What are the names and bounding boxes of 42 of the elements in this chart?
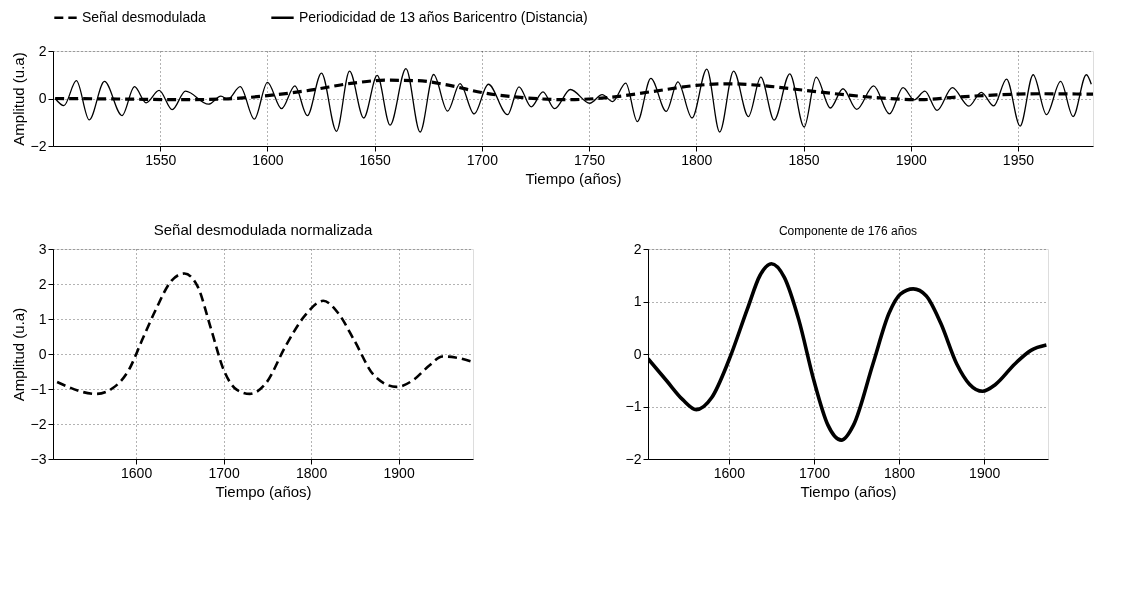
y-tick-label: 3 [38, 240, 47, 257]
y-tick-label: −1 [625, 398, 642, 414]
x-tick-label: 1750 [574, 151, 606, 168]
x-tick-label: 1900 [969, 464, 1001, 481]
y-tick-label: 2 [38, 42, 47, 59]
x-axis-title: Tiempo (años) [800, 482, 897, 500]
y-tick-label: −2 [625, 450, 642, 467]
x-tick-label: 1600 [252, 151, 284, 168]
y-tick-label: 1 [633, 293, 642, 309]
legend-label: Periodicidad de 13 años Baricentro (Distancia) [299, 8, 588, 25]
y-tick-label: −3 [30, 450, 47, 467]
x-tick-label: 1800 [681, 151, 713, 168]
x-tick-label: 1700 [798, 464, 831, 481]
x-axis-title: Tiempo (años) [525, 169, 622, 187]
x-tick-label: 1800 [883, 464, 916, 481]
x-tick-label: 1700 [466, 151, 499, 168]
x-tick-label: 1900 [383, 464, 415, 481]
y-tick-label: −1 [30, 380, 47, 397]
x-tick-label: 1650 [359, 151, 391, 168]
y-axis-title: Amplitud (u.a) [9, 52, 27, 146]
x-tick-label: 1950 [1002, 151, 1035, 168]
x-tick-label: 1900 [895, 151, 928, 168]
x-tick-label: 1600 [713, 464, 746, 481]
x-tick-label: 1800 [296, 464, 328, 481]
y-tick-label: 2 [633, 240, 642, 257]
y-tick-label: −2 [30, 415, 47, 432]
x-tick-label: 1700 [208, 464, 240, 481]
y-tick-label: −2 [30, 137, 47, 154]
y-axis-title: Amplitud (u.a) [9, 307, 27, 402]
y-tick-label: 0 [38, 90, 47, 106]
y-tick-label: 1 [38, 310, 47, 327]
x-tick-label: 1850 [788, 151, 820, 168]
x-tick-label: 1600 [121, 464, 153, 481]
chart-title: Señal desmodulada normalizada [153, 221, 373, 238]
y-tick-label: 0 [38, 345, 47, 362]
y-tick-label: 0 [633, 345, 642, 362]
line-series [55, 272, 473, 396]
y-tick-label: 2 [38, 275, 47, 292]
x-tick-label: 1550 [145, 151, 177, 168]
chart-title: Componente de 176 años [778, 224, 918, 238]
legend-label: Señal desmodulada [82, 8, 206, 25]
x-axis-title: Tiempo (años) [215, 482, 312, 500]
